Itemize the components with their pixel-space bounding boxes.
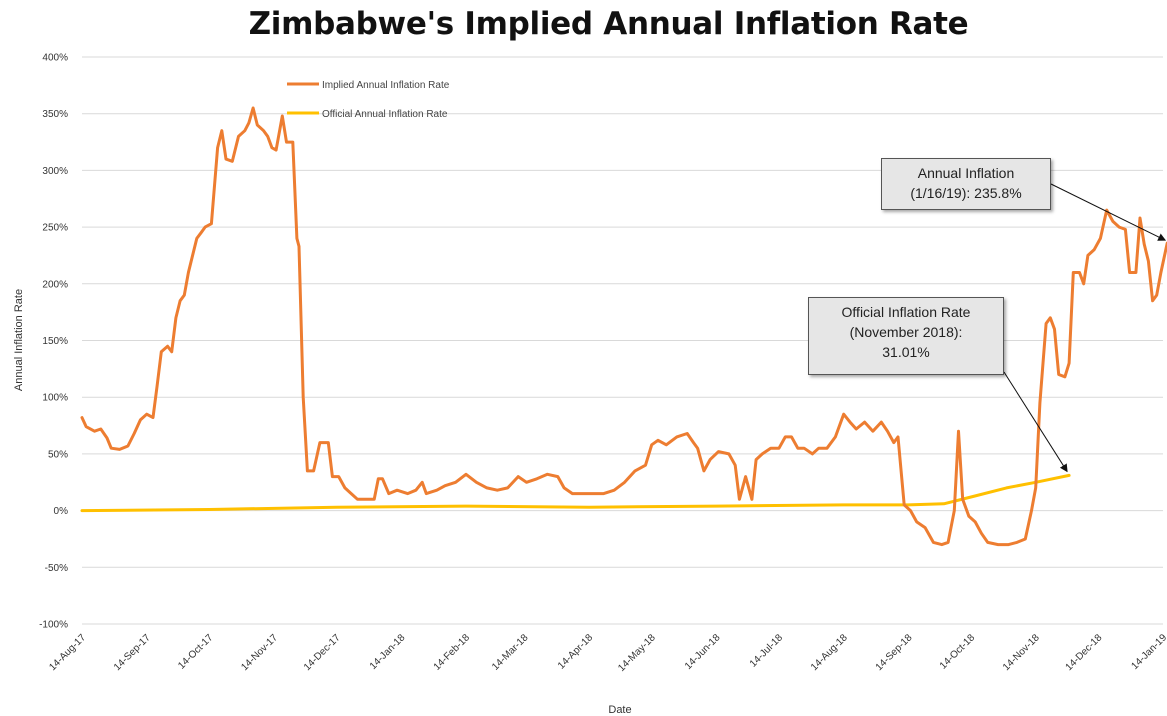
x-axis-label: Date bbox=[608, 704, 631, 716]
callout-text-line: (November 2018): bbox=[849, 324, 963, 340]
y-tick-label: 0% bbox=[54, 506, 69, 517]
x-tick-label: 14-Aug-17 bbox=[47, 632, 88, 673]
callout-arrow-annual bbox=[1050, 183, 1167, 241]
y-axis-ticks: -100% -50% 0% 50% 100% 150% 200% 250% 300% 350% 40… bbox=[39, 53, 68, 631]
x-tick-label: 14-Jan-18 bbox=[368, 632, 408, 672]
y-tick-label: 250% bbox=[42, 223, 68, 234]
y-tick-label: -100% bbox=[39, 620, 68, 631]
y-axis-label: Annual Inflation Rate bbox=[13, 289, 25, 391]
y-tick-label: 400% bbox=[42, 53, 68, 64]
x-tick-label: 14-Feb-18 bbox=[432, 632, 473, 673]
x-tick-label: 14-Oct-17 bbox=[176, 632, 216, 672]
y-tick-label: 300% bbox=[42, 166, 68, 177]
x-tick-label: 14-Oct-18 bbox=[938, 632, 978, 672]
y-tick-label: 100% bbox=[42, 393, 68, 404]
series-line-official bbox=[80, 473, 1071, 513]
callout-official-inflation: Official Inflation Rate (November 2018):… bbox=[808, 297, 1004, 375]
x-tick-label: 14-Sep-18 bbox=[874, 632, 915, 673]
series-line-implied bbox=[80, 106, 1167, 547]
x-tick-label: 14-Aug-18 bbox=[809, 632, 850, 673]
grid-layer bbox=[82, 56, 1163, 625]
callout-annual-inflation: Annual Inflation (1/16/19): 235.8% bbox=[881, 158, 1051, 210]
x-tick-label: 14-May-18 bbox=[616, 632, 658, 674]
x-tick-label: 14-Dec-17 bbox=[302, 632, 343, 673]
y-tick-label: 350% bbox=[42, 109, 68, 120]
callout-arrows bbox=[1003, 183, 1167, 473]
x-tick-label: 14-Jun-18 bbox=[683, 632, 723, 672]
y-tick-label: 200% bbox=[42, 279, 68, 290]
x-tick-label: 14-Nov-17 bbox=[239, 632, 280, 673]
x-axis-ticks: 14-Aug-17 14-Sep-17 14-Oct-17 14-Nov-17 14-D… bbox=[47, 632, 1167, 674]
chart-title: Zimbabwe's Implied Annual Inflation Rate bbox=[248, 6, 969, 42]
y-tick-label: -50% bbox=[45, 563, 68, 574]
callout-text-line: (1/16/19): 235.8% bbox=[910, 185, 1022, 201]
x-tick-label: 14-Apr-18 bbox=[556, 632, 596, 672]
callout-text-line: Official Inflation Rate bbox=[841, 304, 971, 320]
callout-arrow-official bbox=[1003, 371, 1068, 473]
x-tick-label: 14-Sep-17 bbox=[112, 632, 153, 673]
x-tick-label: 14-Nov-18 bbox=[1001, 632, 1042, 673]
callout-text-line: Annual Inflation bbox=[917, 165, 1015, 181]
x-tick-label: 14-Mar-18 bbox=[490, 632, 531, 673]
x-tick-label: 14-Jan-19 bbox=[1130, 632, 1167, 672]
x-tick-label: 14-Jul-18 bbox=[748, 632, 786, 670]
legend-label-implied: Implied Annual Inflation Rate bbox=[322, 80, 450, 91]
callout-text-line: 31.01% bbox=[882, 344, 930, 360]
series-layer bbox=[80, 106, 1167, 547]
legend-label-official: Official Annual Inflation Rate bbox=[322, 109, 448, 120]
legend: Implied Annual Inflation Rate Official A… bbox=[287, 80, 450, 120]
x-tick-label: 14-Dec-18 bbox=[1064, 632, 1105, 673]
y-tick-label: 50% bbox=[48, 449, 68, 460]
y-tick-label: 150% bbox=[42, 336, 68, 347]
